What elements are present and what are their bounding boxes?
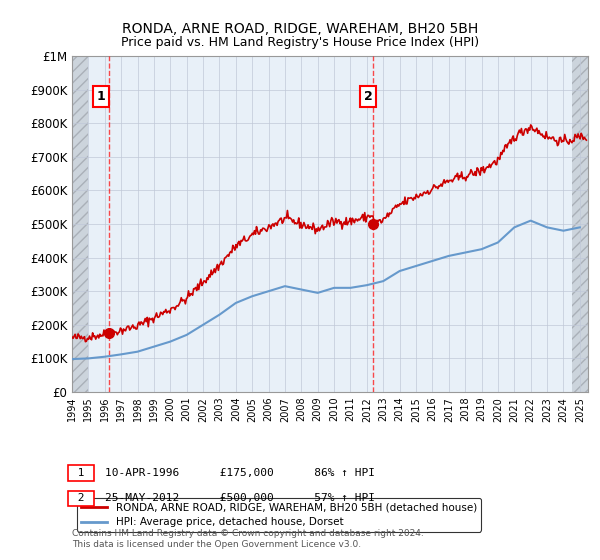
Text: 1: 1 (71, 468, 91, 478)
Legend: RONDA, ARNE ROAD, RIDGE, WAREHAM, BH20 5BH (detached house), HPI: Average price,: RONDA, ARNE ROAD, RIDGE, WAREHAM, BH20 5… (77, 498, 481, 531)
Bar (72, 56, 88, 392)
Text: 1: 1 (97, 90, 106, 103)
Text: 25-MAY-2012      £500,000      57% ↑ HPI: 25-MAY-2012 £500,000 57% ↑ HPI (105, 493, 375, 503)
Text: Price paid vs. HM Land Registry's House Price Index (HPI): Price paid vs. HM Land Registry's House … (121, 36, 479, 49)
Text: 10-APR-1996      £175,000      86% ↑ HPI: 10-APR-1996 £175,000 86% ↑ HPI (105, 468, 375, 478)
Bar (572, 56, 588, 392)
Text: 2: 2 (71, 493, 91, 503)
Text: 2: 2 (364, 90, 373, 103)
Text: RONDA, ARNE ROAD, RIDGE, WAREHAM, BH20 5BH: RONDA, ARNE ROAD, RIDGE, WAREHAM, BH20 5… (122, 22, 478, 36)
Text: Contains HM Land Registry data © Crown copyright and database right 2024.
This d: Contains HM Land Registry data © Crown c… (72, 529, 424, 549)
